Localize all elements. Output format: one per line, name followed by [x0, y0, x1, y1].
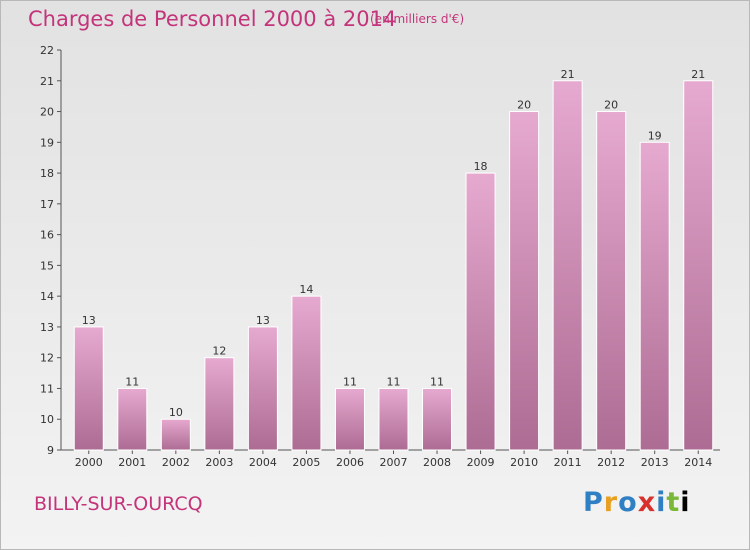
y-tick-label: 19 [40, 136, 54, 149]
bar [334, 387, 365, 451]
chart-title: Charges de Personnel 2000 à 2014 [28, 7, 397, 31]
y-tick-label: 18 [40, 167, 54, 180]
bar-value-label: 19 [648, 129, 662, 142]
y-tick-label: 17 [40, 198, 54, 211]
x-tick-label: 2001 [118, 456, 146, 469]
commune-name: BILLY-SUR-OURCQ [34, 493, 203, 515]
x-tick-label: 2008 [423, 456, 451, 469]
bar [117, 387, 148, 451]
bar-value-label: 14 [299, 283, 313, 296]
y-tick-label: 13 [40, 321, 54, 334]
bar [509, 111, 540, 451]
y-tick-label: 14 [40, 290, 54, 303]
bar-value-label: 10 [169, 406, 183, 419]
y-tick-label: 22 [40, 44, 54, 57]
chart-subtitle: (en milliers d'€) [370, 12, 465, 26]
x-tick-label: 2012 [597, 456, 625, 469]
bar [422, 387, 453, 451]
bar-value-label: 11 [343, 375, 357, 388]
bar [639, 141, 670, 451]
x-tick-label: 2005 [292, 456, 320, 469]
bar-value-label: 11 [125, 375, 139, 388]
bar [378, 387, 409, 451]
bar [291, 295, 322, 451]
bar-value-label: 21 [561, 68, 575, 81]
y-tick-label: 11 [40, 382, 54, 395]
bar-value-label: 20 [517, 99, 531, 112]
bar-value-label: 13 [256, 314, 270, 327]
y-tick-label: 10 [40, 413, 54, 426]
x-tick-label: 2014 [684, 456, 712, 469]
x-tick-label: 2003 [205, 456, 233, 469]
x-tick-label: 2002 [162, 456, 190, 469]
x-tick-label: 2011 [554, 456, 582, 469]
bar [73, 326, 104, 451]
bar [204, 357, 235, 451]
x-tick-label: 2004 [249, 456, 277, 469]
bars [73, 80, 714, 451]
x-tick-label: 2010 [510, 456, 538, 469]
bar [683, 80, 714, 451]
bar [596, 111, 627, 451]
bar-value-label: 20 [604, 99, 618, 112]
x-tick-label: 2013 [641, 456, 669, 469]
bar [465, 172, 496, 451]
bar-value-label: 11 [430, 375, 444, 388]
y-tick-label: 20 [40, 106, 54, 119]
bar-value-label: 11 [387, 375, 401, 388]
y-tick-label: 21 [40, 75, 54, 88]
bar [247, 326, 278, 451]
x-tick-label: 2009 [467, 456, 495, 469]
x-tick-label: 2007 [380, 456, 408, 469]
y-tick-label: 15 [40, 259, 54, 272]
x-tick-label: 2000 [75, 456, 103, 469]
bar-value-label: 18 [474, 160, 488, 173]
bar-value-label: 13 [82, 314, 96, 327]
y-tick-label: 9 [47, 444, 54, 457]
bar-value-label: 21 [691, 68, 705, 81]
x-tick-label: 2006 [336, 456, 364, 469]
proxiti-logo[interactable]: Proxiti [583, 487, 691, 518]
y-tick-label: 12 [40, 352, 54, 365]
value-labels: 13 11 10 12 13 14 11 11 11 18 20 21 20 19 21 [82, 68, 705, 419]
bar [552, 80, 583, 451]
y-tick-label: 16 [40, 229, 54, 242]
bar-value-label: 12 [212, 345, 226, 358]
bar [160, 418, 191, 451]
